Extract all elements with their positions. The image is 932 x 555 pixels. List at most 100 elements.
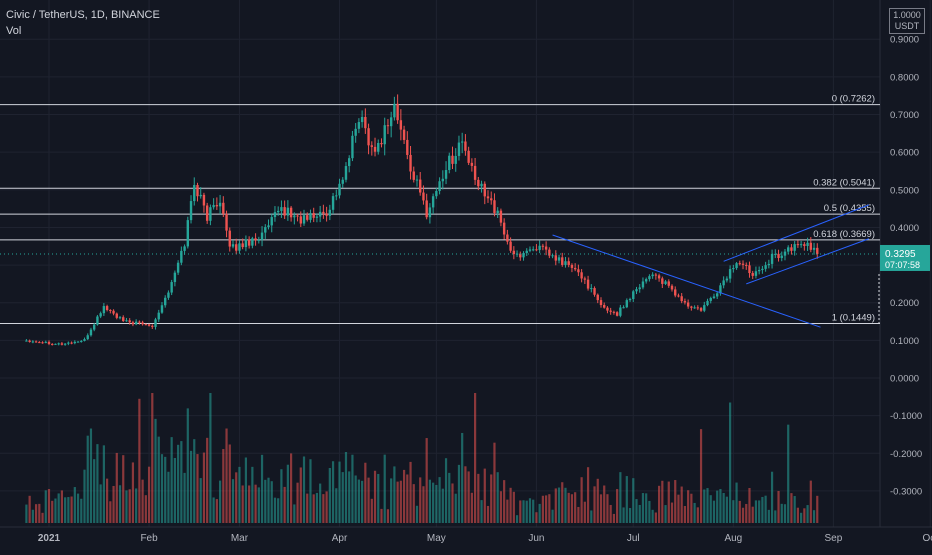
channel-upper-line[interactable] — [723, 204, 870, 262]
volume-bar — [270, 481, 273, 523]
candle-body — [519, 253, 522, 258]
volume-bar — [741, 507, 745, 523]
candle-body — [654, 274, 658, 276]
volume-bar — [348, 471, 351, 523]
volume-bar — [93, 459, 96, 523]
candle-body — [809, 242, 813, 250]
volume-bar — [373, 470, 377, 523]
candle-body — [251, 238, 254, 246]
price-badge-box — [880, 244, 930, 271]
candle-body — [147, 324, 151, 326]
candle-body — [141, 322, 144, 325]
candle-body — [160, 305, 164, 313]
volume-bar — [280, 469, 283, 523]
candle-body — [193, 184, 196, 202]
candle-body — [183, 246, 186, 251]
x-tick-label: Jun — [528, 533, 544, 544]
candle-body — [34, 341, 38, 343]
volume-bar — [306, 493, 309, 523]
candle-body — [409, 154, 412, 172]
volume-bar — [577, 506, 580, 523]
candle-body — [438, 181, 441, 192]
candle-body — [415, 179, 419, 181]
volume-bar — [477, 473, 480, 523]
candle-body — [664, 281, 667, 284]
candle-body — [86, 335, 89, 340]
volume-bar — [380, 508, 383, 523]
volume-bar — [344, 451, 348, 523]
candle-body — [770, 253, 774, 264]
volume-bar — [238, 466, 241, 523]
candle-body — [567, 261, 570, 265]
candle-body — [96, 316, 99, 325]
candle-body — [796, 244, 800, 246]
candle-body — [751, 273, 754, 276]
candle-body — [31, 341, 35, 343]
volume-bar — [425, 438, 428, 523]
trend-lines[interactable] — [552, 204, 870, 328]
candle-body — [551, 255, 554, 257]
x-tick-label: Sep — [825, 533, 843, 544]
volume-bar — [335, 488, 338, 523]
volume-bar — [803, 508, 806, 523]
candle-body — [28, 340, 31, 342]
candle-body — [309, 213, 312, 220]
candle-body — [257, 239, 261, 241]
volume-bar — [135, 488, 138, 523]
candle-body — [393, 103, 396, 118]
candle-body — [412, 171, 415, 180]
volume-bar — [228, 444, 231, 523]
candle-body — [422, 192, 425, 201]
candle-body — [535, 249, 538, 251]
volume-bar — [357, 479, 360, 523]
candle-body — [318, 211, 322, 217]
volume-bar — [180, 441, 183, 523]
volume-bar — [464, 466, 467, 523]
volume-bar — [467, 471, 470, 523]
descending-trendline[interactable] — [552, 234, 821, 328]
candle-body — [157, 312, 160, 320]
volume-bar — [406, 474, 409, 523]
candle-body — [83, 339, 86, 341]
candle-body — [115, 313, 118, 318]
volume-bar — [712, 500, 716, 523]
time-axis[interactable]: 2021 Feb Mar Apr May Jun Jul Aug Sep Oct — [38, 533, 932, 544]
candle-body — [25, 340, 28, 342]
candle-body — [396, 103, 399, 121]
volume-bar — [86, 435, 89, 523]
channel-lower-line[interactable] — [746, 238, 870, 285]
volume-bar — [160, 454, 164, 523]
volume-indicator-label[interactable]: Vol — [6, 25, 22, 37]
volume-bar — [519, 500, 522, 523]
candle-body — [38, 342, 41, 344]
currency-badge[interactable]: 1.0000 USDT — [889, 8, 925, 34]
volume-bar — [732, 500, 735, 523]
candle-body — [202, 194, 206, 206]
y-tick-label: -0.1000 — [890, 411, 922, 422]
volume-bar — [309, 459, 312, 523]
volume-bar — [670, 502, 674, 523]
volume-bar — [322, 494, 325, 523]
candle-body — [573, 267, 577, 270]
candle-body — [270, 217, 273, 226]
volume-bar — [154, 418, 157, 523]
candle-body — [635, 289, 638, 292]
candle-body — [728, 269, 732, 279]
candle-body — [264, 227, 267, 233]
volume-bar — [748, 488, 751, 523]
volume-bar — [41, 512, 44, 523]
candle-body — [322, 211, 325, 214]
volume-bar — [99, 484, 102, 523]
y-tick-label: -0.3000 — [890, 486, 922, 497]
candle-body — [477, 179, 480, 187]
candle-body — [541, 245, 545, 247]
candle-body — [732, 268, 735, 270]
candle-body — [134, 321, 138, 325]
volume-bar — [677, 494, 680, 523]
candle-body — [622, 307, 625, 309]
volume-bar — [83, 469, 86, 523]
volume-bar — [141, 479, 144, 523]
candle-body — [428, 207, 432, 218]
volume-bar — [535, 512, 538, 523]
